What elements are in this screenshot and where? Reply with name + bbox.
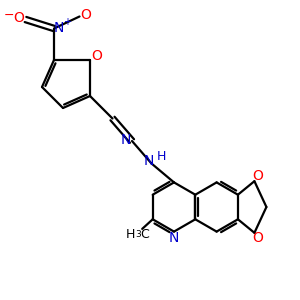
Text: O: O bbox=[253, 169, 263, 183]
Text: +: + bbox=[63, 17, 70, 27]
Text: −: − bbox=[4, 8, 14, 22]
Text: 3: 3 bbox=[135, 230, 141, 239]
Text: H: H bbox=[126, 228, 136, 241]
Text: N: N bbox=[121, 133, 131, 146]
Text: N: N bbox=[169, 231, 179, 245]
Text: O: O bbox=[91, 50, 102, 63]
Text: N: N bbox=[144, 154, 154, 167]
Text: O: O bbox=[81, 8, 92, 22]
Text: N: N bbox=[53, 22, 64, 35]
Text: H: H bbox=[156, 150, 166, 164]
Text: C: C bbox=[140, 228, 149, 241]
Text: O: O bbox=[253, 231, 263, 245]
Text: O: O bbox=[14, 11, 24, 25]
